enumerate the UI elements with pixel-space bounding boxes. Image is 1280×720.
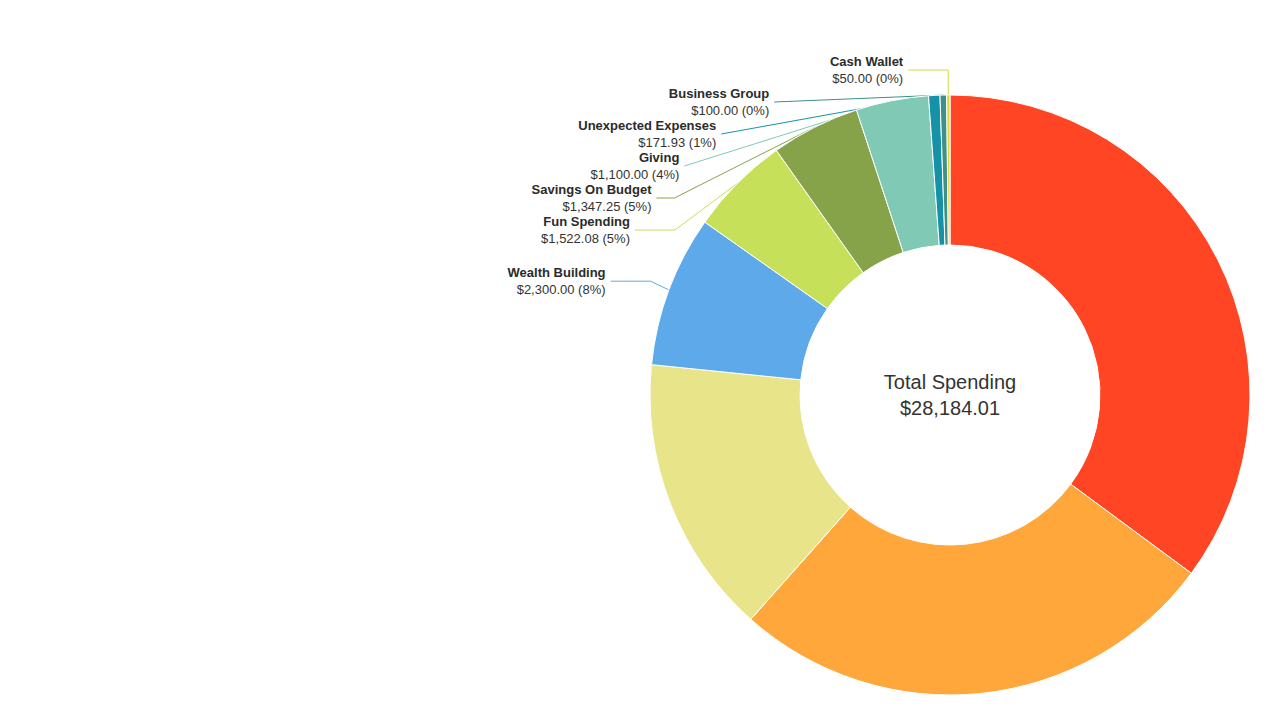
svg-text:$2,300.00 (8%): $2,300.00 (8%): [517, 282, 606, 297]
svg-text:$171.93 (1%): $171.93 (1%): [638, 135, 716, 150]
svg-text:$50.00 (0%): $50.00 (0%): [832, 71, 903, 86]
svg-text:$1,100.00 (4%): $1,100.00 (4%): [590, 167, 679, 182]
svg-text:Wealth Building: Wealth Building: [508, 265, 606, 280]
svg-text:Fun Spending: Fun Spending: [543, 214, 630, 229]
svg-text:Unexpected Expenses: Unexpected Expenses: [578, 118, 716, 133]
svg-text:Savings On Budget: Savings On Budget: [532, 182, 653, 197]
svg-text:Giving: Giving: [639, 150, 680, 165]
svg-text:Business Group: Business Group: [669, 86, 769, 101]
svg-text:$1,522.08 (5%): $1,522.08 (5%): [541, 231, 630, 246]
svg-text:$28,184.01: $28,184.01: [900, 397, 1000, 419]
svg-text:Total Spending: Total Spending: [884, 371, 1016, 393]
svg-text:Cash Wallet: Cash Wallet: [830, 54, 904, 69]
svg-text:$1,347.25 (5%): $1,347.25 (5%): [563, 199, 652, 214]
svg-text:$100.00 (0%): $100.00 (0%): [691, 103, 769, 118]
